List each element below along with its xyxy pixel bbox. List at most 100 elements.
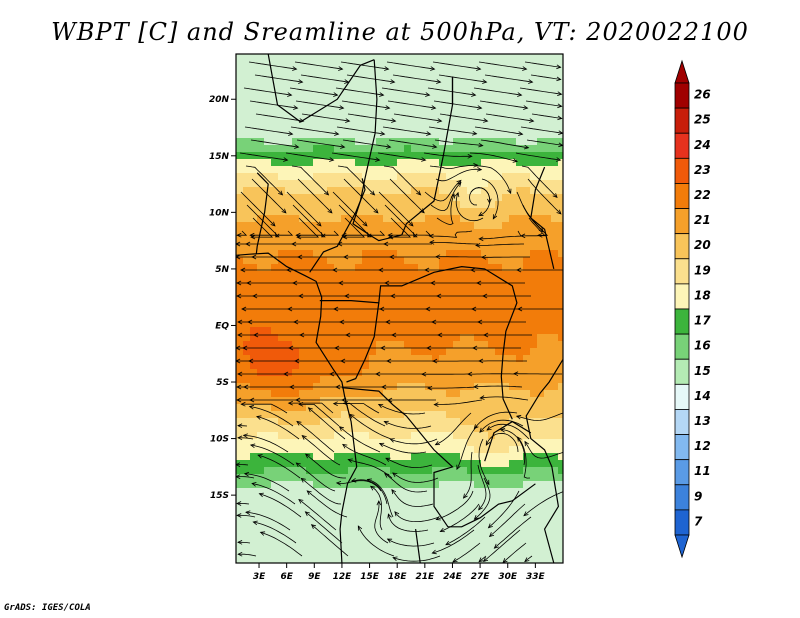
field-cell [537,376,545,384]
field-cell [243,96,251,104]
field-cell [495,145,503,153]
field-cell [558,180,563,188]
field-cell [418,355,426,363]
field-cell [376,516,384,524]
field-cell [551,138,559,146]
field-cell [306,271,314,279]
field-cell [397,362,405,370]
field-cell [327,481,335,489]
field-cell [537,327,545,335]
field-cell [446,82,454,90]
field-cell [285,390,293,398]
field-cell [271,327,279,335]
field-cell [383,551,391,559]
streamline [384,421,432,429]
field-cell [523,488,531,496]
field-cell [404,509,412,517]
streamline-arrow [387,232,393,238]
field-cell [292,180,300,188]
field-cell [306,313,314,321]
field-cell [467,551,475,559]
field-cell [397,355,405,363]
border-line [352,59,454,242]
field-cell [425,474,433,482]
field-cell [558,397,563,405]
field-cell [243,460,251,468]
field-cell [551,124,559,132]
field-cell [404,488,412,496]
field-cell [285,278,293,286]
field-cell [509,306,517,314]
field-cell [544,82,552,90]
field-cell [516,124,524,132]
field-cell [481,355,489,363]
field-cell [509,327,517,335]
field-cell [362,488,370,496]
field-cell [292,348,300,356]
field-cell [558,439,563,447]
field-cell [453,96,461,104]
field-cell [495,453,503,461]
field-cell [278,418,286,426]
field-cell [481,390,489,398]
field-cell [264,103,272,111]
streamline-arrow [507,188,512,195]
field-cell [306,173,314,181]
field-cell [551,348,559,356]
field-cell [404,523,412,531]
field-cell [404,159,412,167]
field-cell [404,558,412,563]
field-cell [397,229,405,237]
field-cell [537,117,545,125]
field-cell [488,530,496,538]
field-cell [523,376,531,384]
field-cell [383,180,391,188]
field-cell [369,82,377,90]
field-cell [243,523,251,531]
field-cell [320,208,328,216]
field-cell [327,187,335,195]
field-cell [327,460,335,468]
field-cell [390,376,398,384]
field-cell [362,117,370,125]
field-cell [432,278,440,286]
field-cell [341,75,349,83]
field-cell [530,124,538,132]
field-cell [509,173,517,181]
field-cell [453,537,461,545]
field-cell [348,82,356,90]
field-cell [390,180,398,188]
streamline-arrow [297,254,303,260]
field-cell [544,397,552,405]
field-cell [509,362,517,370]
field-cell [320,152,328,160]
streamline-arrow [381,384,387,390]
field-cell [523,299,531,307]
field-cell [355,159,363,167]
field-cell [383,138,391,146]
lon-tick-label: 21E [415,572,435,582]
field-cell [537,292,545,300]
field-cell [439,320,447,328]
field-cell [418,418,426,426]
field-cell [488,180,496,188]
field-cell [551,152,559,160]
field-cell [551,362,559,370]
field-cell [250,460,258,468]
field-cell [523,355,531,363]
field-cell [474,544,482,552]
field-cell [236,313,244,321]
field-cell [495,551,503,559]
field-cell [320,306,328,314]
field-cell [432,152,440,160]
field-cell [327,138,335,146]
streamline-arrow [288,345,294,351]
field-cell [376,96,384,104]
field-cell [411,362,419,370]
streamline-arrow [246,280,252,286]
field-cell [530,488,538,496]
field-cell [236,397,244,405]
field-cell [502,418,510,426]
field-cell [334,509,342,517]
field-cell [530,432,538,440]
